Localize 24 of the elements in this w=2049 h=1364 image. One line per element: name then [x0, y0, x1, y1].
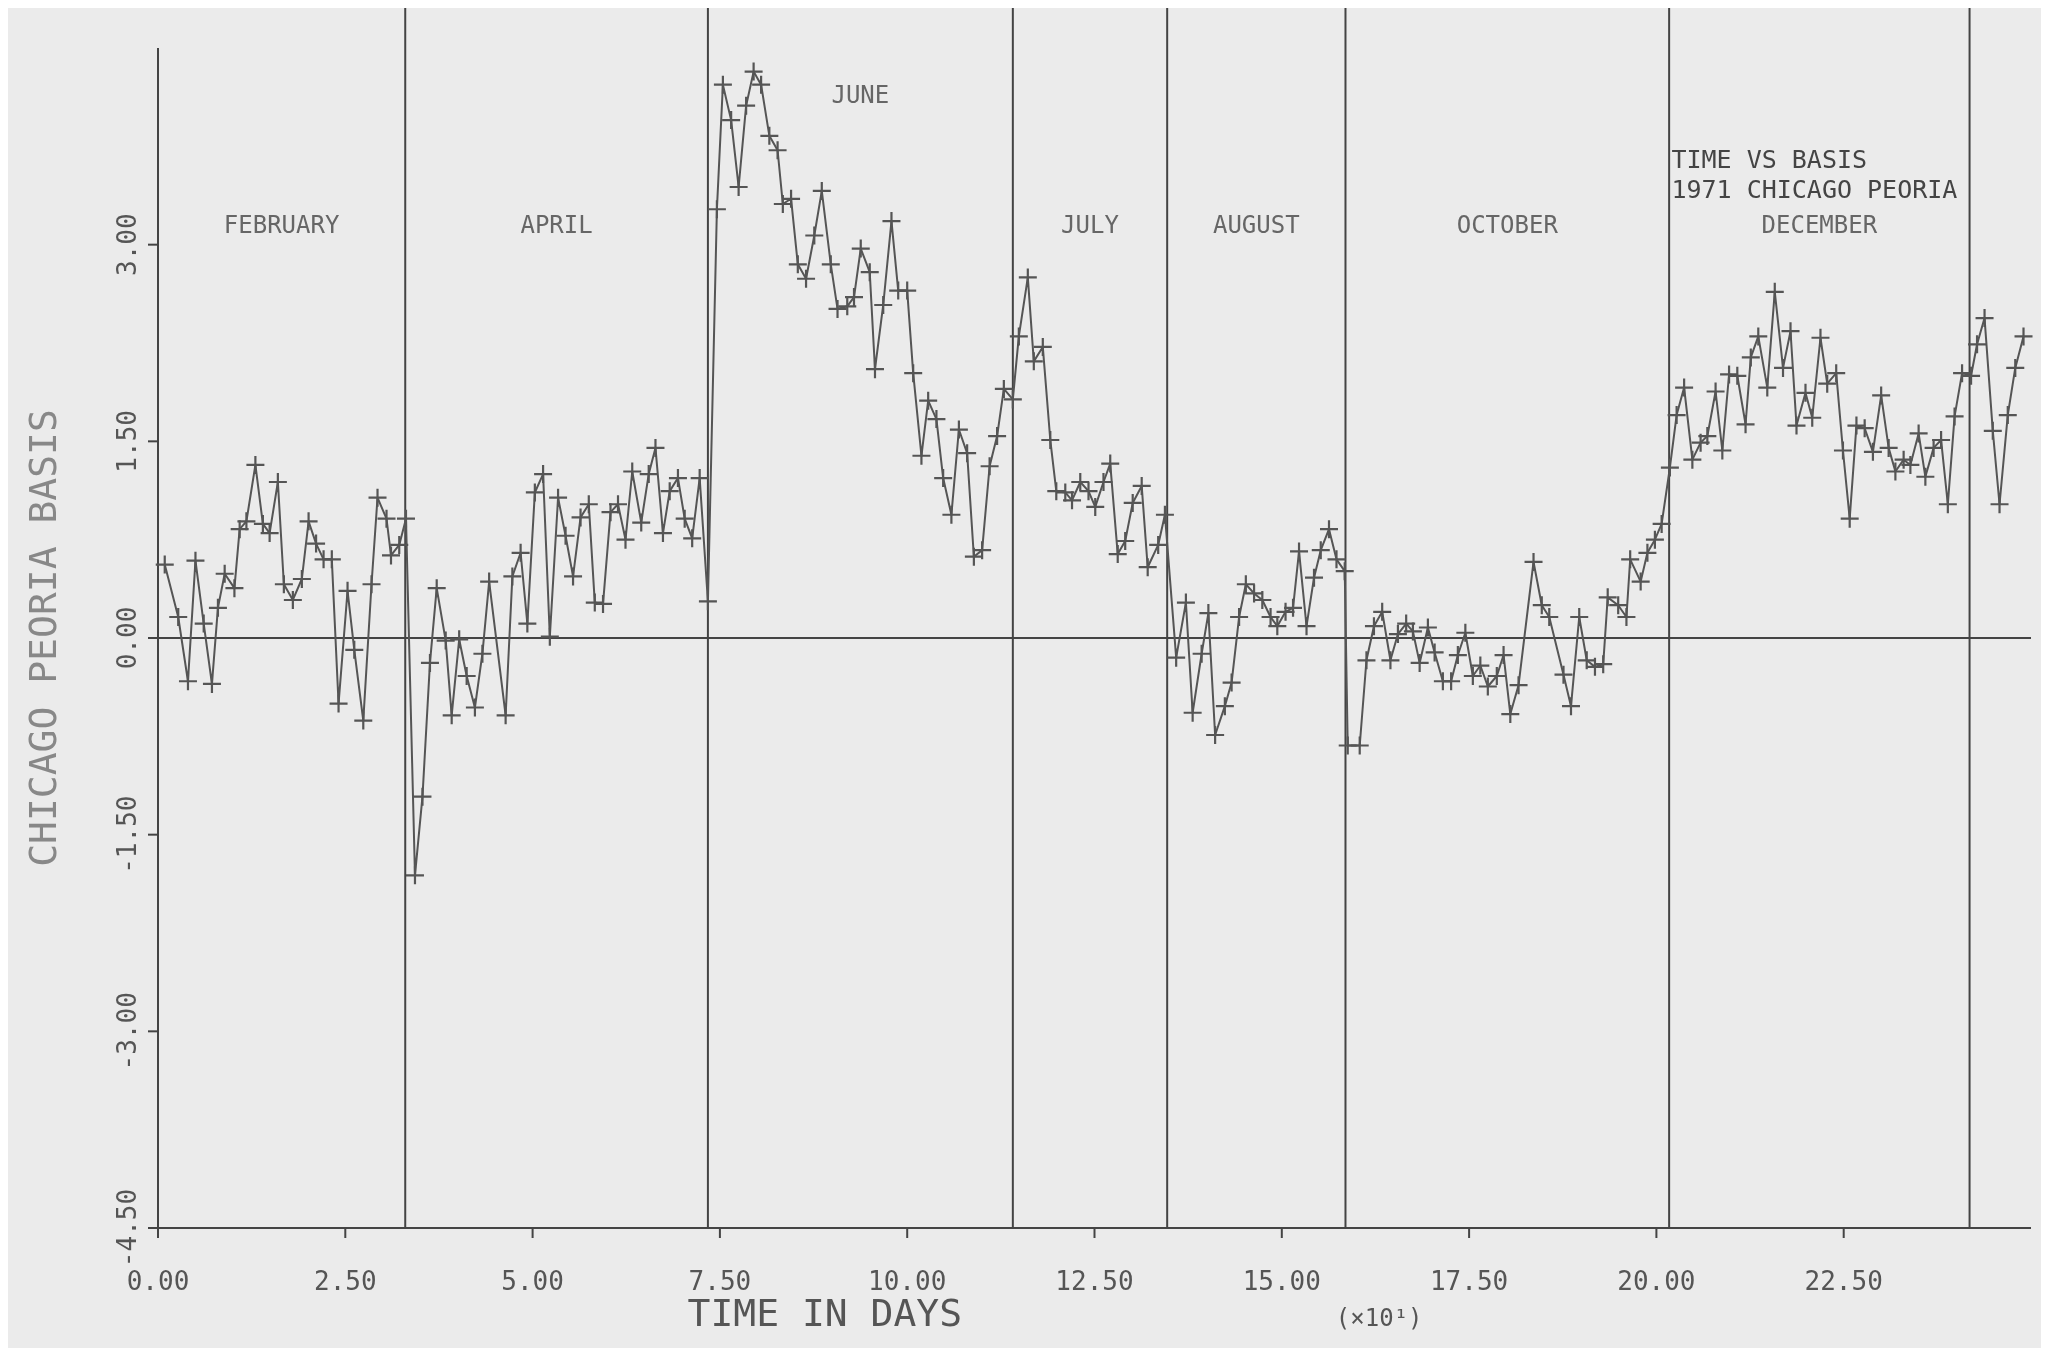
y-tick-label: -3.00	[112, 992, 142, 1071]
y-tick-label: 1.50	[112, 410, 142, 473]
annotation: AUGUST	[1212, 210, 1300, 239]
text: TIME VS BASIS	[1671, 145, 1868, 174]
x-tick-label: 12.50	[1055, 1266, 1134, 1296]
annotation: FEBRUARY	[223, 210, 340, 239]
x-tick-label: 22.50	[1804, 1266, 1883, 1296]
annotation: JULY	[1061, 210, 1120, 239]
y-tick-label: -1.50	[112, 795, 142, 874]
x-tick-label: 17.50	[1429, 1266, 1509, 1296]
y-tick-label: 0.00	[112, 606, 142, 670]
x-tick-label: 20.00	[1617, 1266, 1696, 1296]
x-tick-label: 15.00	[1242, 1266, 1321, 1296]
annotation: OCTOBER	[1456, 210, 1559, 239]
y-tick-label: 3.00	[112, 213, 142, 276]
x-tick-label: 5.00	[501, 1266, 564, 1296]
annotation: JUNE	[831, 81, 890, 109]
annotation: APRIL	[520, 210, 593, 239]
x-tick-label: 2.50	[313, 1266, 377, 1296]
y-tick-label: -4.50	[112, 1188, 142, 1268]
annotation: DECEMBER	[1761, 210, 1878, 239]
text: 1971 CHICAGO PEORIA	[1671, 175, 1958, 204]
y-axis-title: CHICAGO PEORIA BASIS	[21, 409, 65, 867]
text: (×10¹)	[1335, 1304, 1423, 1332]
